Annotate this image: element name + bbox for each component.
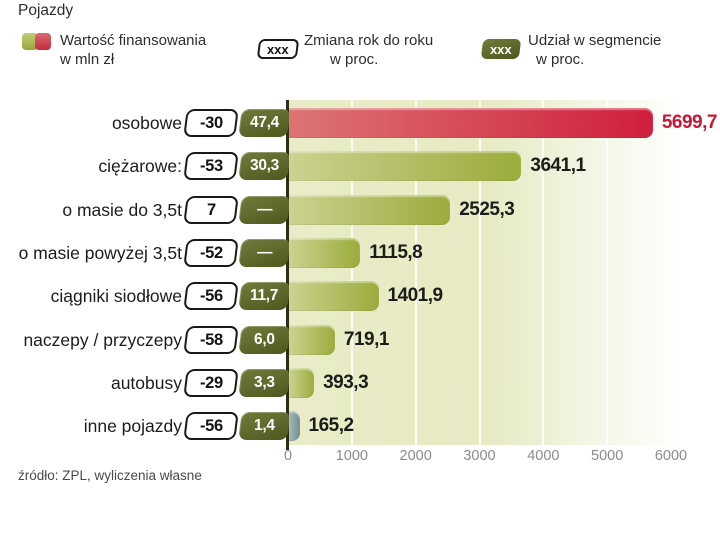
value-bar	[289, 108, 653, 138]
bar-value-label: 3641,1	[530, 155, 586, 177]
x-tick-label: 1000	[335, 448, 368, 464]
x-axis-zero-tick	[287, 445, 289, 450]
category-label: o masie powyżej 3,5t	[18, 242, 182, 263]
legend-item-share: Udział w segmencie w proc.	[528, 31, 661, 69]
category-label: osobowe	[111, 113, 182, 133]
legend-change-line1: Zmiana rok do roku	[304, 32, 434, 49]
legend-value-line1: Wartość finansowania	[60, 32, 207, 49]
source-note: źródło: ZPL, wyliczenia własne	[18, 468, 202, 483]
value-bar	[289, 237, 361, 268]
value-bar	[289, 281, 379, 312]
bar-value-label: 2525,3	[459, 198, 515, 220]
legend-change-line2: w proc.	[330, 51, 379, 68]
bar-value-label: 719,1	[343, 328, 390, 350]
bar-value-label: 393,3	[323, 371, 369, 393]
category-label: ciągniki siodłowe	[50, 286, 182, 307]
legend-value-line2: w mln zł	[60, 51, 115, 68]
value-bar	[289, 367, 315, 398]
gridline	[670, 100, 672, 445]
value-bar	[289, 151, 522, 182]
x-tick-label: 2000	[399, 448, 432, 464]
x-tick-label: 6000	[654, 448, 688, 464]
x-tick-label: 5000	[591, 448, 624, 464]
x-tick-label: 4000	[527, 448, 560, 464]
bar-value-label: 5699,7	[661, 112, 718, 133]
legend-green-swatch	[22, 33, 38, 50]
gridline	[542, 100, 545, 445]
x-tick-label: 0	[283, 448, 293, 464]
value-bar	[289, 411, 300, 442]
bar-value-label: 165,2	[308, 415, 355, 437]
legend-share-line2: w proc.	[536, 51, 585, 68]
gridline	[414, 100, 417, 445]
page-title: Pojazdy	[18, 2, 74, 19]
legend-item-value: Wartość finansowania w mln zł	[60, 31, 206, 69]
x-tick-label: 3000	[463, 448, 496, 464]
bar-value-label: 1115,8	[369, 241, 423, 263]
category-label: o masie do 3,5t	[62, 199, 182, 220]
legend-red-swatch	[35, 33, 51, 50]
category-label: naczepy / przyczepy	[23, 329, 182, 350]
bar-value-label: 1401,9	[387, 285, 443, 307]
category-label: ciężarowe:	[98, 156, 182, 177]
legend-item-change: Zmiana rok do roku w proc.	[304, 31, 433, 69]
legend-share-line1: Udział w segmencie	[528, 32, 662, 49]
gridline	[606, 100, 609, 445]
value-legend-icon	[22, 33, 51, 50]
category-label: inne pojazdy	[83, 416, 182, 437]
value-bar	[289, 194, 451, 225]
value-bar	[289, 324, 335, 355]
category-label: autobusy	[110, 372, 182, 393]
gridline	[350, 100, 353, 445]
gridline	[478, 100, 481, 445]
y-axis-line	[286, 100, 289, 450]
